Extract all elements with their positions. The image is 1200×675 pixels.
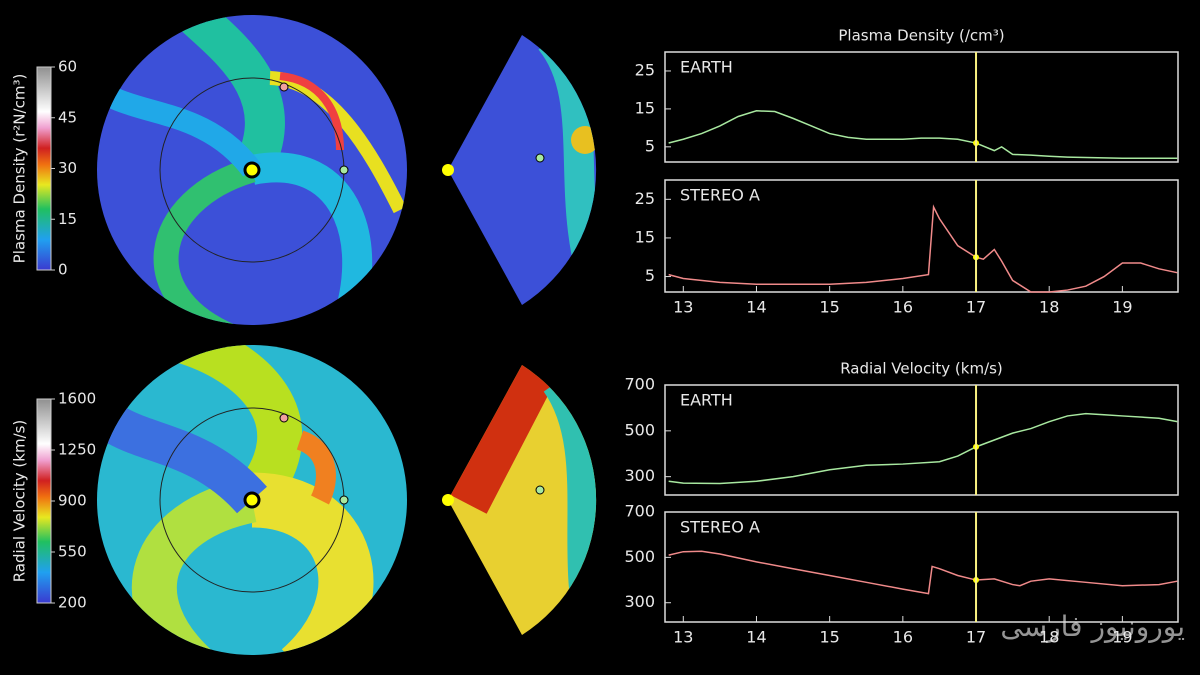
colorbar-tick-label: 1600 <box>58 390 96 408</box>
colorbar-label: Plasma Density (r²N/cm³) <box>11 74 29 264</box>
x-tick-label: 15 <box>819 628 839 647</box>
x-tick-label: 13 <box>673 628 693 647</box>
x-tick-label: 18 <box>1039 298 1059 317</box>
plot-frame <box>664 51 1179 163</box>
colorbar-tick-label: 0 <box>58 261 68 279</box>
y-tick-label: 25 <box>635 189 655 208</box>
x-tick-label: 18 <box>1039 628 1059 647</box>
y-tick-label: 25 <box>635 60 655 79</box>
series-label: EARTH <box>680 391 733 410</box>
colorbar-tick-label: 30 <box>58 159 77 177</box>
y-tick-label: 700 <box>624 375 655 394</box>
x-tick-label: 16 <box>893 628 913 647</box>
plot-frame <box>664 384 1179 496</box>
series-line <box>668 550 1178 595</box>
x-tick-label: 17 <box>966 628 986 647</box>
series-label: EARTH <box>680 58 733 77</box>
colorbar-label: Radial Velocity (km/s) <box>11 420 29 583</box>
series-line <box>668 412 1178 485</box>
series-line <box>668 204 1178 293</box>
y-tick-label: 500 <box>624 420 655 439</box>
x-tick-label: 13 <box>673 298 693 317</box>
colorbar-tick-label: 200 <box>58 594 87 612</box>
x-tick-label: 15 <box>819 298 839 317</box>
plot-frame <box>664 179 1179 293</box>
x-tick-label: 14 <box>746 298 766 317</box>
y-tick-label: 15 <box>635 227 655 246</box>
colorbar-tick-label: 900 <box>58 492 87 510</box>
y-tick-label: 300 <box>624 466 655 485</box>
x-tick-label: 17 <box>966 298 986 317</box>
density-model <box>97 15 597 325</box>
series-label: STEREO A <box>680 518 760 537</box>
y-tick-label: 15 <box>635 98 655 117</box>
y-tick-label: 300 <box>624 592 655 611</box>
series-label: STEREO A <box>680 186 760 205</box>
series-line <box>668 110 1178 159</box>
colorbar-tick-label: 1250 <box>58 441 96 459</box>
y-tick-label: 5 <box>645 136 655 155</box>
watermark: یورونیوز فارسی <box>1000 610 1185 643</box>
colorbar <box>36 398 52 604</box>
x-tick-label: 19 <box>1112 628 1132 647</box>
velocity-model <box>97 345 597 655</box>
y-tick-label: 700 <box>624 502 655 521</box>
y-tick-label: 500 <box>624 547 655 566</box>
colorbar-tick-label: 45 <box>58 108 77 126</box>
plot-frame <box>664 511 1179 623</box>
x-tick-label: 16 <box>893 298 913 317</box>
chart-title: Plasma Density (/cm³) <box>838 27 1004 45</box>
chart-title: Radial Velocity (km/s) <box>840 360 1003 378</box>
colorbar-tick-label: 550 <box>58 543 87 561</box>
colorbar-tick-label: 15 <box>58 210 77 228</box>
colorbar <box>36 66 52 271</box>
x-tick-label: 19 <box>1112 298 1132 317</box>
colorbar-tick-label: 60 <box>58 58 77 76</box>
y-tick-label: 5 <box>645 266 655 285</box>
x-tick-label: 14 <box>746 628 766 647</box>
